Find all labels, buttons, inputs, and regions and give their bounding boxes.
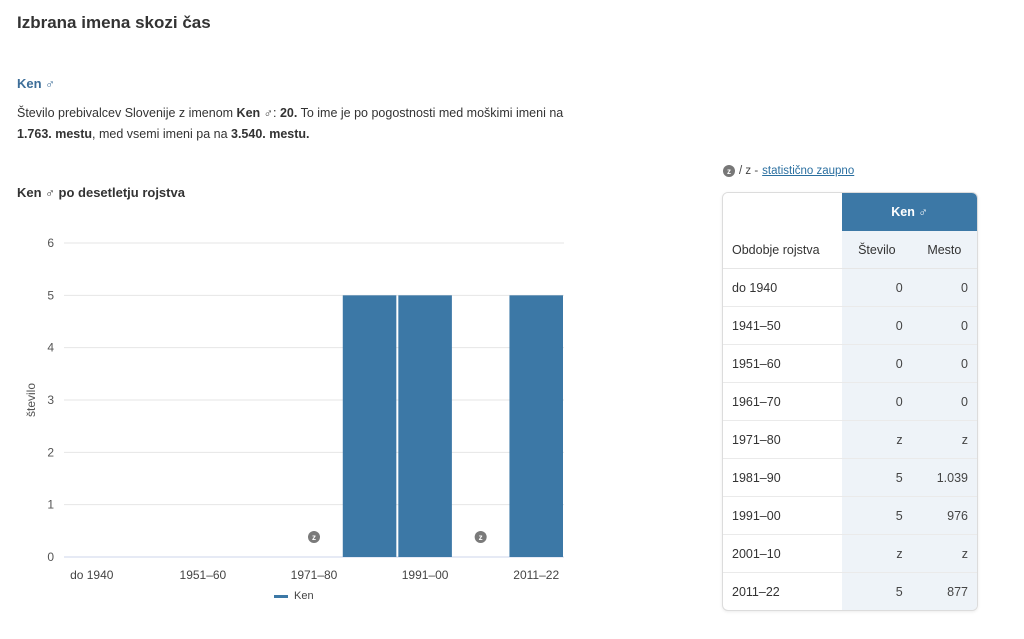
table-cell-count: 0: [842, 382, 912, 421]
data-table: Ken ♂ Obdobje rojstva Število Mesto do 1…: [722, 192, 978, 611]
table-cell-rank: 0: [911, 382, 977, 421]
confidential-marker: [308, 531, 320, 543]
table-cell-period: 1981–90: [723, 458, 842, 497]
table-row: 1981–90 5 1.039: [723, 458, 977, 497]
confidential-marker-label: z: [312, 533, 316, 542]
x-tick-label: 1991–00: [402, 568, 449, 582]
col-count-header: Število: [842, 231, 912, 269]
table-corner: [723, 193, 842, 231]
x-tick-label: 1971–80: [291, 568, 338, 582]
y-tick-label: 0: [47, 550, 54, 564]
name-description: Število prebivalcev Slovenije z imenom K…: [17, 103, 577, 145]
legend-swatch: [274, 594, 288, 598]
table-cell-count: 0: [842, 306, 912, 345]
table-name-header: Ken ♂: [842, 193, 977, 231]
table-cell-period: 1961–70: [723, 382, 842, 421]
confidential-note: z / z - statistično zaupno: [723, 165, 854, 177]
y-tick-label: 6: [47, 236, 54, 250]
table-cell-count: z: [842, 420, 912, 459]
desc-name: Ken ♂: [236, 106, 274, 120]
x-tick-label: 2011–22: [513, 568, 559, 582]
table-cell-period: 2001–10: [723, 534, 842, 573]
y-tick-label: 3: [47, 393, 54, 407]
table-cell-rank: z: [911, 534, 977, 573]
table-cell-period: 2011–22: [732, 584, 780, 599]
table-row: 1971–80 z z: [723, 420, 977, 459]
desc-rank-all: 3.540. mestu.: [231, 127, 310, 141]
desc-text-1: Število prebivalcev Slovenije z imenom: [17, 106, 237, 120]
table-cell-period: 1991–00: [723, 496, 842, 535]
table-row: 2001–10 z z: [723, 534, 977, 573]
table-cell-count: 5: [842, 496, 912, 535]
table-cell-rank: 0: [911, 344, 977, 383]
name-heading: Ken ♂: [17, 76, 55, 91]
x-tick-label: do 1940: [70, 568, 114, 582]
table-cell-count: 5: [842, 458, 912, 497]
table-cell-count: 0: [842, 344, 912, 383]
x-tick-label: 1951–60: [180, 568, 227, 582]
legend-label: Ken: [294, 590, 314, 602]
table-cell-count: z: [842, 534, 912, 573]
y-tick-label: 4: [47, 341, 54, 355]
desc-text-4: , med vsemi imeni pa na: [92, 127, 231, 141]
desc-text-2: :: [273, 106, 280, 120]
bar-chart: 0 1 2 3 4 5 6 število z z do 1940 1951–60 1971–80 199…: [24, 236, 564, 582]
table-cell-rank: 976: [911, 496, 977, 535]
table-cell-period: 1941–50: [723, 306, 842, 345]
confidential-marker: [474, 531, 487, 543]
bar-2011–22: [509, 295, 563, 557]
table-cell-rank: 877: [911, 572, 977, 610]
table-row: 1941–50 0 0: [723, 306, 977, 345]
bar-1991–00: [398, 295, 452, 557]
table-cell-rank: z: [911, 420, 977, 459]
z-badge-icon: z: [723, 165, 735, 177]
chart-title: Ken ♂ po desetletju rojstva: [17, 185, 185, 200]
col-period-header: Obdobje rojstva: [723, 231, 842, 269]
table-row: 1991–00 5 976: [723, 496, 977, 535]
table-row: 1951–60 0 0: [723, 344, 977, 383]
table-cell-period: 1971–80: [723, 420, 842, 459]
table-cell-rank: 0: [911, 306, 977, 345]
table-row: 1961–70 0 0: [723, 382, 977, 421]
desc-text-3: To ime je po pogostnosti med moškimi ime…: [297, 106, 564, 120]
chart-legend[interactable]: Ken: [274, 590, 314, 602]
y-axis-label: število: [24, 383, 38, 417]
table-cell-count: 0: [842, 268, 912, 307]
table-cell-count: 5: [842, 572, 912, 610]
table-cell-rank: 0: [911, 268, 977, 307]
confidential-marker-label: z: [479, 533, 483, 542]
col-rank-header: Mesto: [911, 231, 977, 269]
confidential-link[interactable]: statistično zaupno: [762, 165, 855, 177]
desc-rank-male: 1.763. mestu: [17, 127, 93, 141]
page-title: Izbrana imena skozi čas: [17, 13, 211, 32]
bar-1981–90: [342, 295, 397, 557]
confidential-note-text: / z -: [739, 165, 759, 177]
y-tick-label: 5: [47, 288, 54, 302]
table-row: 2011–22 5 877: [723, 572, 977, 610]
y-tick-label: 2: [47, 445, 54, 459]
table-cell-period: do 1940: [723, 268, 842, 307]
table-row: do 1940 0 0: [723, 268, 977, 307]
desc-count: 20.: [279, 106, 298, 120]
table-cell-rank: 1.039: [911, 458, 977, 497]
table-cell-period: 1951–60: [723, 344, 842, 383]
y-tick-label: 1: [47, 498, 54, 512]
